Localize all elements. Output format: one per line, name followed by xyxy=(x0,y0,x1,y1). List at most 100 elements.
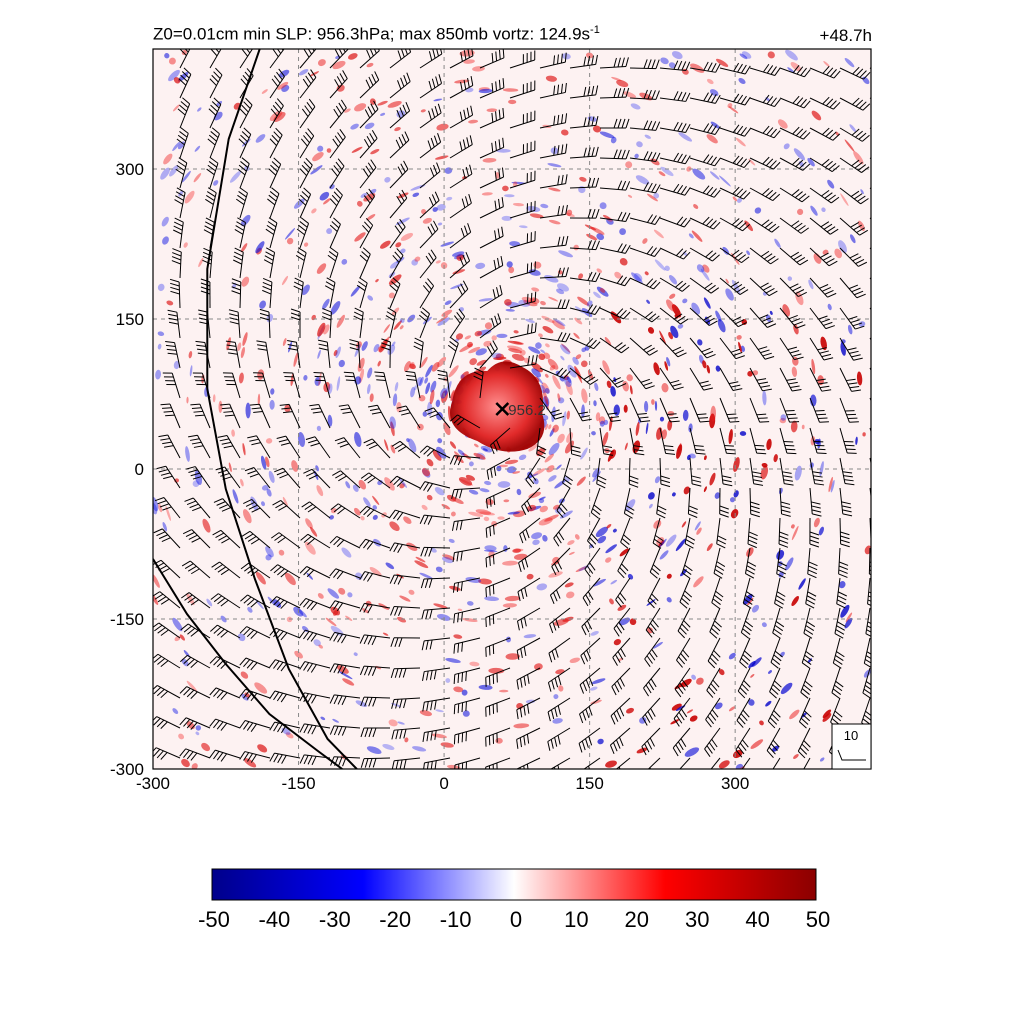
vorticity-cell xyxy=(478,88,493,94)
vorticity-cell xyxy=(317,322,326,337)
wind-barb xyxy=(360,696,391,707)
wind-barb xyxy=(547,697,571,722)
vorticity-cell xyxy=(653,362,660,376)
wind-barb xyxy=(206,157,219,189)
wind-barb xyxy=(516,637,541,660)
vorticity-cell xyxy=(619,258,628,266)
wind-barb xyxy=(809,517,820,548)
wind-barb xyxy=(599,57,629,69)
vorticity-cell xyxy=(576,476,586,486)
vorticity-cell xyxy=(599,287,606,293)
vorticity-cell xyxy=(358,479,367,490)
vorticity-cell xyxy=(298,69,309,76)
wind-barb xyxy=(449,251,471,279)
wind-barb xyxy=(809,487,822,517)
vorticity-cell xyxy=(419,376,424,387)
wind-barb xyxy=(299,49,317,69)
vorticity-cell xyxy=(172,617,183,632)
wind-barb xyxy=(869,217,871,220)
vorticity-cell xyxy=(247,607,253,613)
vorticity-cell xyxy=(277,81,289,90)
wind-barb xyxy=(359,159,377,189)
wind-barb xyxy=(509,261,536,279)
vorticity-cell xyxy=(666,597,672,603)
vorticity-cell xyxy=(688,423,693,433)
vorticity-cell xyxy=(542,534,548,542)
vorticity-cell xyxy=(630,103,641,110)
vorticity-cell xyxy=(265,546,274,558)
wind-barb xyxy=(689,185,721,198)
wind-barb xyxy=(209,718,241,731)
wind-barb xyxy=(599,397,621,422)
vorticity-cell xyxy=(762,390,767,406)
wind-barb xyxy=(770,637,783,669)
vorticity-cell xyxy=(422,411,428,417)
wind-barb xyxy=(165,341,181,369)
wind-barb xyxy=(719,277,749,296)
vorticity-cell xyxy=(552,320,565,330)
vorticity-cell xyxy=(691,230,703,242)
vorticity-cell xyxy=(856,371,863,386)
vorticity-cell xyxy=(747,371,753,377)
wind-barb xyxy=(174,187,186,219)
wind-barb xyxy=(359,602,391,614)
vorticity-cell xyxy=(273,599,282,608)
vorticity-cell xyxy=(435,155,449,160)
wind-barb xyxy=(479,137,505,159)
vorticity-cell xyxy=(367,383,371,395)
vorticity-cell xyxy=(544,453,554,463)
vorticity-cell xyxy=(403,361,411,372)
vorticity-cell xyxy=(610,385,616,397)
vorticity-cell xyxy=(483,516,490,522)
vorticity-cell xyxy=(422,217,432,224)
wind-barb xyxy=(800,667,813,699)
vorticity-cell xyxy=(408,589,415,595)
wind-barb xyxy=(359,100,379,129)
vorticity-cell xyxy=(503,499,510,503)
vorticity-cell xyxy=(636,141,643,148)
vorticity-cell xyxy=(162,521,168,532)
vorticity-cell xyxy=(738,341,742,353)
vorticity-cell xyxy=(761,622,767,628)
wind-barb xyxy=(453,667,481,684)
wind-barb xyxy=(390,667,421,678)
vorticity-cell xyxy=(504,298,512,306)
wind-barb xyxy=(418,307,430,339)
vorticity-cell xyxy=(485,498,494,506)
vorticity-cell xyxy=(639,92,653,101)
wind-barb xyxy=(578,727,601,753)
wind-barb xyxy=(449,193,472,219)
vorticity-cell xyxy=(191,763,198,769)
vorticity-cell xyxy=(847,324,853,335)
vorticity-cell xyxy=(573,332,580,339)
coastline xyxy=(153,558,343,769)
vorticity-cell xyxy=(433,98,443,102)
wind-barb xyxy=(809,307,835,330)
wind-barb xyxy=(479,255,504,279)
wind-barb xyxy=(396,405,421,429)
vorticity-cell xyxy=(595,526,609,538)
wind-barb xyxy=(582,577,601,607)
vorticity-cell xyxy=(750,739,764,749)
vorticity-cell xyxy=(467,601,474,606)
wind-barb xyxy=(419,445,451,459)
vorticity-cell xyxy=(610,579,618,585)
vorticity-cell xyxy=(565,380,573,396)
wind-barb xyxy=(839,187,869,205)
vorticity-cell xyxy=(367,367,373,379)
vorticity-cell xyxy=(556,288,565,295)
vorticity-cell xyxy=(435,709,444,713)
wind-barb xyxy=(424,407,451,429)
vorticity-cell xyxy=(853,151,864,165)
vorticity-cell xyxy=(373,344,380,353)
vorticity-cell xyxy=(400,232,414,241)
vorticity-cell xyxy=(801,424,805,430)
vorticity-cell xyxy=(567,364,577,378)
wind-barb xyxy=(659,457,671,488)
vorticity-cell xyxy=(564,440,575,454)
wind-barb xyxy=(485,517,511,538)
vorticity-cell xyxy=(183,242,188,248)
vorticity-cell xyxy=(575,354,582,360)
vorticity-cell xyxy=(513,723,530,729)
vorticity-cell xyxy=(475,509,492,515)
